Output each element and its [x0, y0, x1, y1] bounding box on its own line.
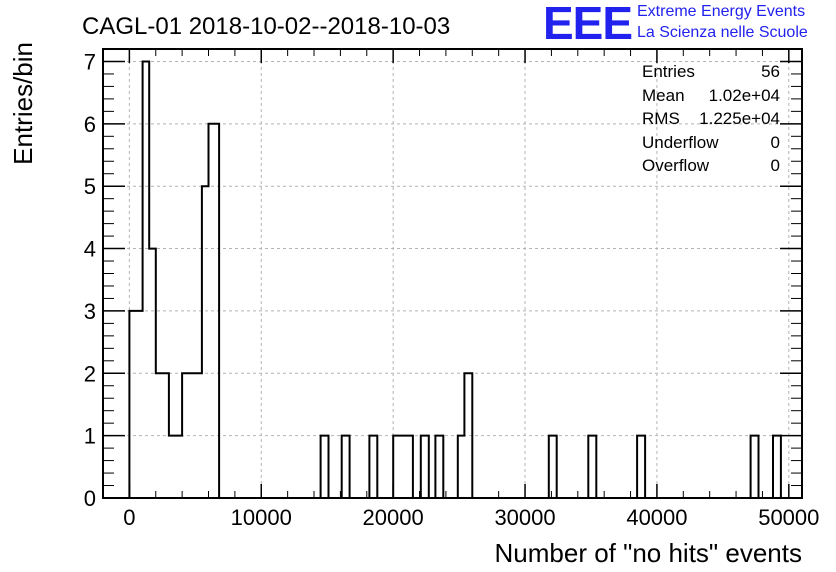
stats-label: Entries: [642, 62, 695, 81]
stats-row-entries: Entries 56: [642, 60, 780, 84]
stats-row-mean: Mean 1.02e+04: [642, 84, 780, 108]
stats-value: 56: [761, 62, 780, 81]
y-tick-label: 7: [84, 49, 96, 74]
y-tick-label: 3: [84, 299, 96, 324]
stats-value: 1.02e+04: [708, 85, 780, 105]
stats-label: Underflow: [642, 132, 719, 152]
y-axis-label: Entries/bin: [8, 42, 38, 165]
y-tick-label: 0: [84, 486, 96, 511]
stats-value: 0: [770, 132, 780, 152]
y-tick-label: 6: [84, 112, 96, 137]
stats-box: Entries 56 Mean 1.02e+04 RMS 1.225e+04 U…: [642, 60, 780, 178]
y-tick-label: 4: [84, 237, 96, 262]
stats-row-overflow: Overflow 0: [642, 154, 780, 178]
x-tick-label: 10000: [231, 505, 292, 530]
stats-label: Mean: [642, 85, 685, 105]
axis-ticks: [102, 49, 802, 499]
stats-row-rms: RMS 1.225e+04: [642, 107, 780, 131]
stats-label: RMS: [642, 109, 680, 128]
logo-line-2: La Scienza nelle Scuole: [637, 24, 808, 41]
eee-logo: EEE: [543, 0, 633, 49]
logo-line-1: Extreme Energy Events: [637, 3, 806, 20]
x-tick-label: 0: [123, 505, 135, 530]
chart-title: CAGL-01 2018-10-02--2018-10-03: [82, 13, 450, 40]
x-axis-label: Number of "no hits" events: [495, 538, 803, 568]
y-tick-label: 2: [84, 361, 96, 386]
y-tick-label: 1: [84, 424, 96, 449]
x-tick-label: 40000: [626, 505, 687, 530]
stats-value: 0: [770, 156, 780, 175]
stats-label: Overflow: [642, 156, 710, 175]
x-tick-label: 50000: [758, 505, 819, 530]
y-tick-label: 5: [84, 174, 96, 199]
stats-value: 1.225e+04: [699, 109, 780, 128]
x-tick-label: 20000: [363, 505, 424, 530]
x-tick-label: 30000: [494, 505, 555, 530]
stats-row-underflow: Underflow 0: [642, 131, 780, 155]
